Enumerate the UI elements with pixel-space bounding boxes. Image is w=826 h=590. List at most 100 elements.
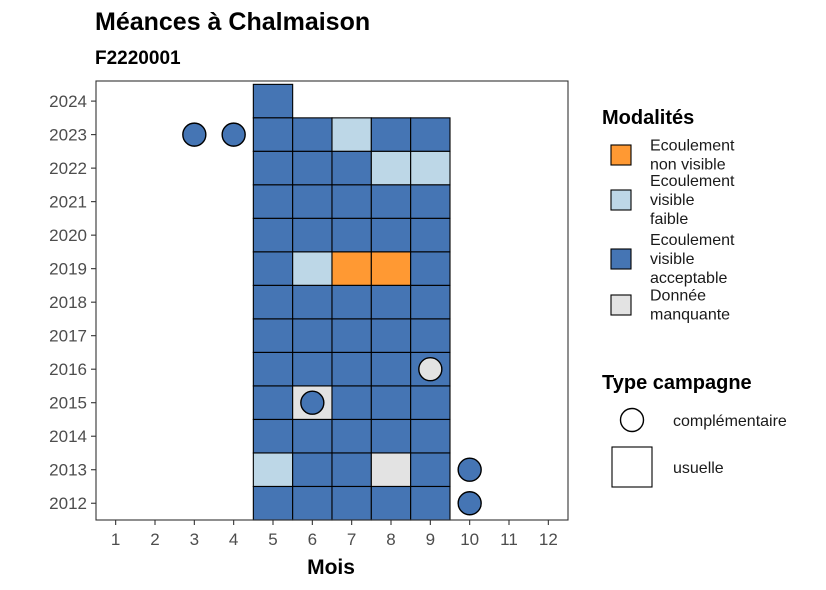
tile-usuelle-2018-m7 [331,284,372,320]
point-complementaire-2023-m3 [182,122,207,147]
x-tick-label-1: 1 [111,530,120,549]
tile-usuelle-2015-m9 [410,385,451,421]
legend-key-ev_nv [610,144,632,166]
tile-usuelle-2016-m8 [370,351,412,387]
legend-label-ev_nv-line2: non visible [650,157,726,174]
legend-campagne-title: Type campagne [602,372,752,394]
y-tick-label-2019: 2019 [49,260,87,279]
tile-usuelle-2023-m6 [292,117,333,152]
tile-usuelle-2019-m7 [331,251,372,286]
tile-usuelle-2017-m6 [292,318,333,353]
x-tick-label-2: 2 [150,530,159,549]
point-complementaire-2012-m10 [457,491,482,516]
x-tick-label-5: 5 [268,530,277,549]
legend-label-na-line2: manquante [650,307,730,324]
legend-campagne: Type campagne complémentaire usuelle [602,372,787,488]
x-tick-label-3: 3 [190,530,199,549]
tile-usuelle-2021-m6 [292,184,333,219]
tile-usuelle-2017-m9 [410,318,451,353]
x-tick-label-11: 11 [500,530,518,549]
legend-label-ev_acc-line2: visible [650,251,695,268]
tile-usuelle-2016-m6 [292,351,333,387]
tile-usuelle-2017-m5 [252,318,294,353]
legend-label-complementaire: complémentaire [673,413,787,430]
tile-usuelle-2016-m7 [331,351,372,387]
tile-usuelle-2019-m6 [292,251,333,286]
tile-usuelle-2012-m8 [370,485,412,521]
y-tick-label-2015: 2015 [49,394,87,413]
y-tick-label-2018: 2018 [49,293,87,312]
y-tick-label-2020: 2020 [49,226,87,245]
plot-area: 2012 2013 2014 2015 2016 2017 2018 2019 2020 2021… [49,80,569,549]
tile-usuelle-2013-m7 [331,452,372,488]
tile-usuelle-2013-m9 [410,452,451,488]
x-tick-label-9: 9 [426,530,435,549]
tile-usuelle-2022-m5 [252,150,294,186]
legend-label-na-line1: Donnée [650,288,706,305]
legend-label-ev_nv-line1: Ecoulement [650,138,735,155]
tile-usuelle-2012-m5 [252,485,294,521]
x-tick-label-6: 6 [308,530,317,549]
tile-usuelle-2018-m9 [410,284,451,320]
tile-usuelle-2016-m5 [252,351,294,387]
y-tick-label-2023: 2023 [49,126,87,145]
tile-usuelle-2019-m9 [410,251,451,286]
legend-label-usuelle: usuelle [673,460,724,477]
tile-usuelle-2015-m8 [370,385,412,421]
legend-label-ev_acc-line1: Ecoulement [650,232,735,249]
tile-usuelle-2022-m7 [331,150,372,186]
tile-usuelle-2014-m8 [370,418,412,454]
x-tick-label-12: 12 [539,530,558,549]
y-tick-label-2014: 2014 [49,427,87,446]
tile-usuelle-2012-m9 [410,485,451,521]
legend-key-usuelle [611,446,653,488]
legend-label-ev_acc-line3: acceptable [650,270,727,287]
legend-label-ev_faible-line2: visible [650,192,695,209]
tile-usuelle-2020-m8 [370,217,412,253]
y-tick-label-2024: 2024 [49,92,87,111]
legend-key-ev_acc [610,248,632,270]
tile-usuelle-2022-m6 [292,150,333,186]
tile-usuelle-2018-m6 [292,284,333,320]
x-axis-label: Mois [307,556,355,579]
x-tick-label-7: 7 [347,530,356,549]
y-tick-label-2022: 2022 [49,159,87,178]
legend-key-ev_faible [610,189,632,211]
tile-usuelle-2019-m8 [370,251,412,286]
y-tick-label-2017: 2017 [49,327,87,346]
x-tick-label-4: 4 [229,530,238,549]
legend-label-ev_faible-line1: Ecoulement [650,173,735,190]
legend-modalites-title: Modalités [602,107,694,129]
tile-usuelle-2021-m8 [370,184,412,219]
tile-usuelle-2015-m7 [331,385,372,421]
tile-usuelle-2018-m8 [370,284,412,320]
y-tick-label-2016: 2016 [49,360,87,379]
tile-usuelle-2014-m7 [331,418,372,454]
tile-usuelle-2013-m5 [252,452,294,488]
tile-usuelle-2014-m5 [252,418,294,454]
tile-usuelle-2023-m9 [410,117,451,152]
point-complementaire-2013-m10 [457,457,482,482]
tile-usuelle-2014-m9 [410,418,451,454]
tile-usuelle-2015-m5 [252,385,294,421]
tile-usuelle-2012-m6 [292,485,333,521]
y-tick-label-2012: 2012 [49,494,87,513]
tile-usuelle-2023-m8 [370,117,412,152]
point-complementaire-2015-m6 [300,390,325,415]
tile-usuelle-2018-m5 [252,284,294,320]
point-complementaire-2023-m4 [221,122,246,147]
tile-usuelle-2014-m6 [292,418,333,454]
legend-key-na [610,294,632,316]
tile-usuelle-2013-m6 [292,452,333,488]
tile-usuelle-2024-m5 [252,83,294,119]
plot-border [95,80,569,521]
tile-usuelle-2017-m8 [370,318,412,353]
y-tick-label-2013: 2013 [49,461,87,480]
tile-usuelle-2023-m7 [331,117,372,152]
tile-usuelle-2021-m5 [252,184,294,219]
tile-usuelle-2021-m9 [410,184,451,219]
tile-usuelle-2020-m6 [292,217,333,253]
tile-usuelle-2021-m7 [331,184,372,219]
legend-label-ev_faible-line3: faible [650,211,688,228]
